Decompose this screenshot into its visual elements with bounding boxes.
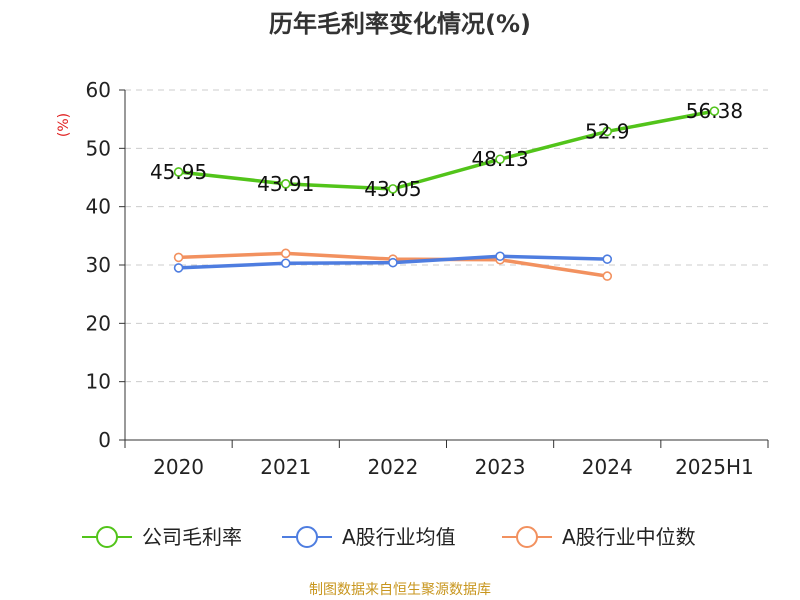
y-tick-label: 40	[86, 195, 111, 219]
data-point[interactable]	[280, 179, 291, 189]
source-note: 制图数据来自恒生聚源数据库	[309, 582, 491, 598]
legend-item[interactable]: A股行业均值	[282, 525, 456, 549]
y-tick-label: 30	[86, 253, 111, 277]
y-tick-label: 10	[86, 370, 111, 394]
x-tick-label: 2024	[582, 455, 633, 479]
legend-swatch-marker	[96, 526, 118, 548]
data-point[interactable]	[280, 248, 291, 259]
legend-swatch-marker	[516, 526, 538, 548]
series-lines	[173, 106, 720, 281]
legend[interactable]: 公司毛利率 A股行业均值 A股行业中位数	[82, 525, 696, 549]
legend-item[interactable]: 公司毛利率	[82, 525, 242, 549]
x-tick-label: 2023	[475, 455, 526, 479]
data-point[interactable]	[495, 251, 505, 262]
y-tick-label: 20	[86, 311, 111, 335]
x-tick-label: 2020	[153, 455, 204, 479]
data-point[interactable]	[173, 263, 184, 273]
x-tick-label: 2025H1	[675, 455, 754, 479]
data-point[interactable]	[709, 106, 720, 116]
data-labels: 45.95 43.91 43.05 48.13 52.9 56.38	[150, 99, 743, 201]
data-point[interactable]	[602, 126, 613, 137]
data-point[interactable]	[173, 252, 184, 263]
data-point[interactable]	[602, 271, 613, 281]
data-point[interactable]	[388, 184, 398, 194]
data-label: 43.91	[257, 172, 314, 196]
y-tick-label: 0	[98, 428, 111, 452]
data-point[interactable]	[495, 154, 505, 165]
series-line	[176, 109, 717, 191]
legend-item[interactable]: A股行业中位数	[502, 525, 696, 549]
legend-label: 公司毛利率	[142, 525, 242, 549]
axes: 0 10 20 30 40 50 60 2020 2021 2022 2023 2024 2025H1	[86, 78, 769, 479]
data-point[interactable]	[602, 254, 613, 264]
legend-label: A股行业均值	[342, 525, 456, 549]
legend-label: A股行业中位数	[562, 525, 696, 549]
legend-swatch-marker	[296, 526, 318, 548]
chart-title: 历年毛利率变化情况(%)	[269, 10, 531, 38]
data-label: 56.38	[686, 99, 743, 123]
data-point[interactable]	[280, 258, 291, 269]
y-tick-label: 50	[86, 136, 111, 160]
x-tick-label: 2021	[260, 455, 311, 479]
data-point[interactable]	[388, 257, 398, 268]
data-label: 48.13	[471, 147, 528, 171]
x-tick-label: 2022	[367, 455, 418, 479]
grid-lines	[125, 89, 768, 383]
data-point[interactable]	[173, 167, 184, 177]
data-label: 43.05	[364, 177, 421, 201]
y-tick-label: 60	[86, 78, 111, 102]
data-label: 45.95	[150, 160, 207, 184]
y-axis-label: (%)	[56, 113, 72, 137]
data-label: 52.9	[585, 119, 630, 143]
